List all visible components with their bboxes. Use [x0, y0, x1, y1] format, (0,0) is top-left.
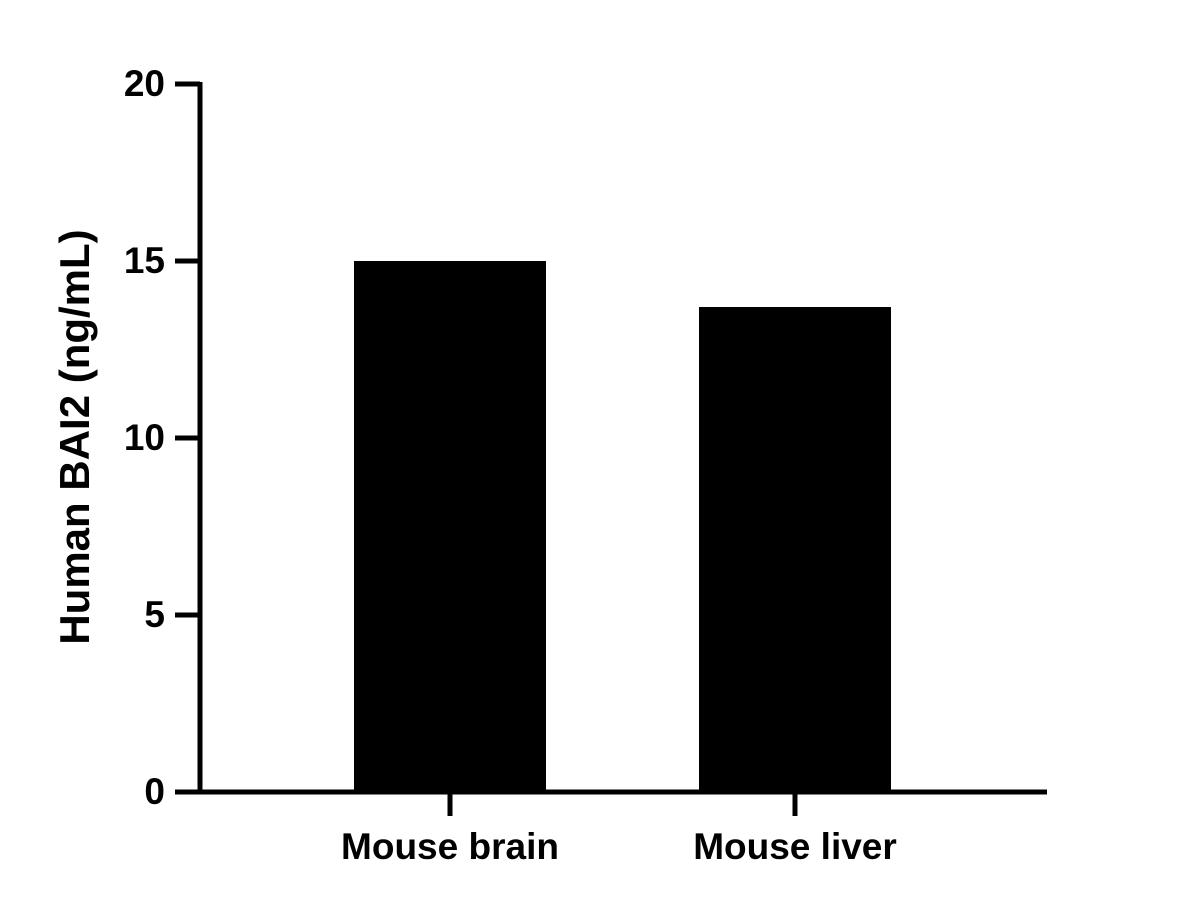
- y-tick-label: 20: [124, 63, 165, 104]
- y-tick-label: 0: [144, 771, 165, 812]
- x-tick-label: Mouse brain: [341, 826, 559, 867]
- x-tick-label: Mouse liver: [693, 826, 897, 867]
- bar: [699, 307, 891, 792]
- bar: [354, 261, 546, 792]
- y-tick-label: 5: [144, 594, 165, 635]
- y-axis-label: Human BAI2 (ng/mL): [51, 229, 98, 644]
- y-tick-label: 15: [124, 240, 165, 281]
- y-tick-label: 10: [124, 417, 165, 458]
